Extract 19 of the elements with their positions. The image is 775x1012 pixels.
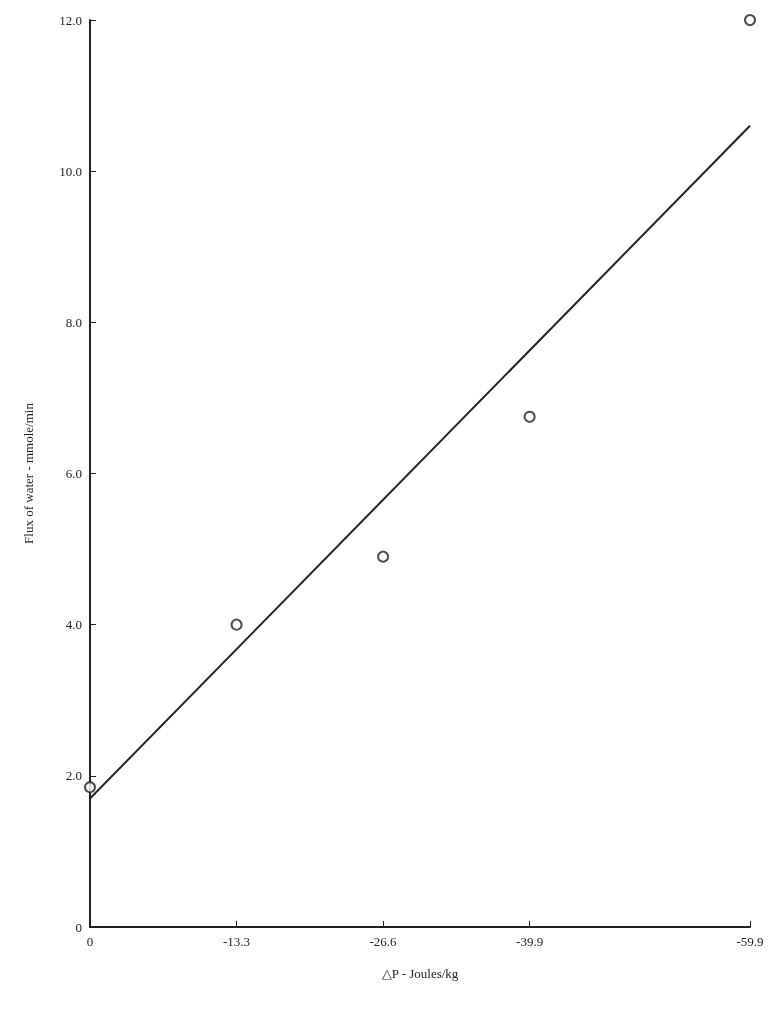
x-tick-label: -26.6	[369, 934, 398, 949]
x-tick-label: -13.3	[223, 934, 251, 949]
x-axis-title: △P - Joules/kg	[381, 966, 459, 981]
y-tick-label: 8.0	[65, 314, 82, 330]
x-tick-label: -39.9	[516, 934, 544, 949]
point	[377, 550, 390, 563]
y-tick-label: 0	[75, 919, 82, 935]
y-axis-title: Flux of water - mmole/min	[21, 402, 36, 544]
y-tick-label: 4.0	[65, 617, 82, 633]
y-tick-label: 12.0	[59, 12, 82, 28]
y-tick-label: 6.0	[65, 466, 82, 481]
point	[84, 781, 96, 794]
point	[523, 410, 536, 423]
x-tick-label: 0	[86, 934, 94, 949]
point	[230, 618, 243, 631]
y-tick-label: 10.0	[59, 163, 82, 179]
point	[744, 14, 756, 26]
y-tick-label: 2.0	[65, 768, 82, 784]
x-tick-label: -59.9	[736, 934, 764, 949]
